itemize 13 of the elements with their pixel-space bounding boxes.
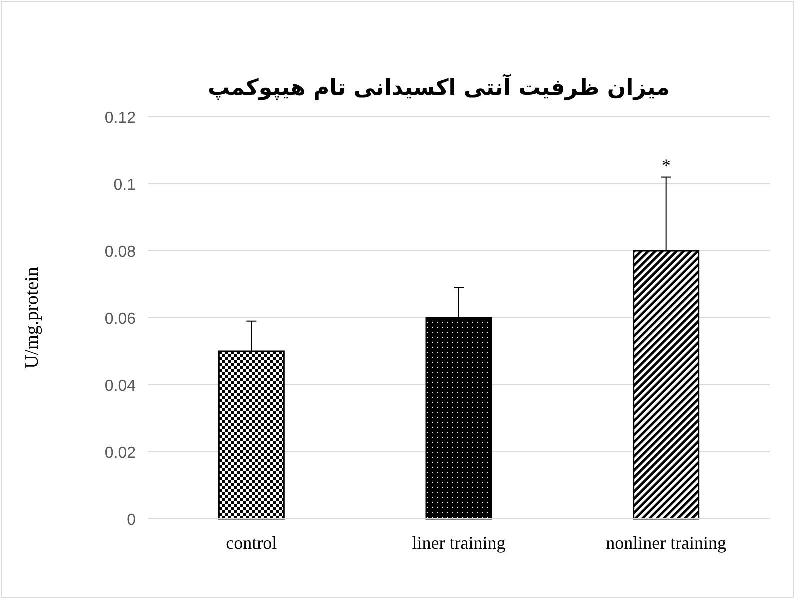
annotation: * xyxy=(662,155,671,176)
y-tick-label: 0 xyxy=(127,512,136,529)
x-tick-label: control xyxy=(226,533,278,553)
x-tick-label: nonliner training xyxy=(606,533,727,553)
y-tick-label: 0.1 xyxy=(114,177,136,194)
y-axis-title: U/mg.protein xyxy=(22,266,43,369)
y-tick-label: 0.06 xyxy=(104,311,136,328)
y-tick-label: 0.12 xyxy=(104,110,136,127)
y-tick-label: 0.04 xyxy=(104,378,136,395)
y-tick-label: 0.02 xyxy=(104,445,136,462)
x-tick-label: liner training xyxy=(412,533,506,553)
chart-title: میزان ظرفیت آنتی اکسیدانی تام هیپوکمپ xyxy=(208,74,670,101)
y-tick-label: 0.08 xyxy=(104,244,136,261)
